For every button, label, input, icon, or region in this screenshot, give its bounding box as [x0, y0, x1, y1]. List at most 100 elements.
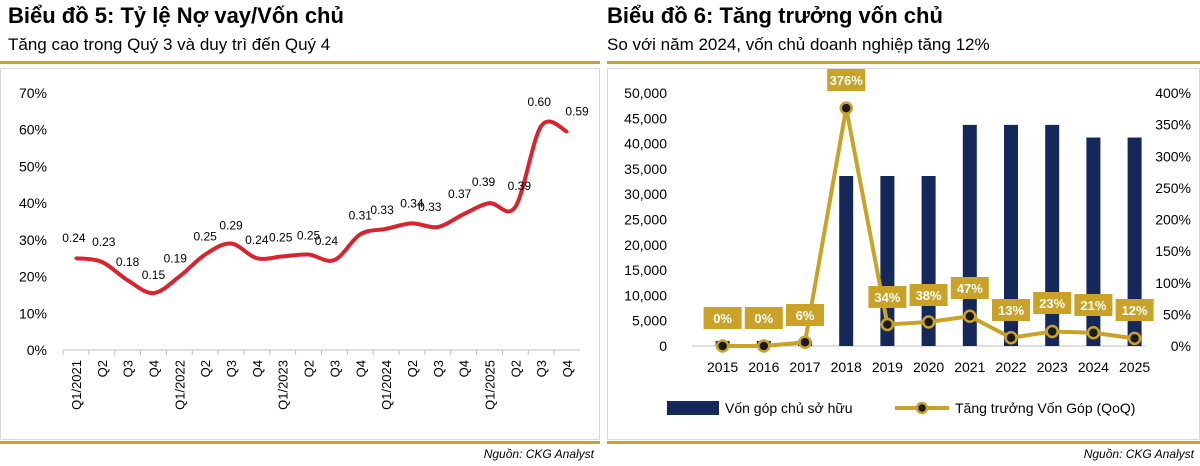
y-right-tick-label: 400%	[1155, 85, 1191, 101]
source-note: Nguồn: CKG Analyst	[483, 447, 594, 461]
x-tick-label: 2020	[913, 359, 944, 375]
data-point	[436, 225, 440, 229]
data-point	[410, 221, 414, 225]
x-tick-label: 2025	[1119, 359, 1150, 375]
x-tick-label: Q3	[121, 360, 136, 377]
data-point	[255, 256, 259, 260]
x-tick-label: 2023	[1037, 359, 1068, 375]
data-point	[177, 275, 181, 279]
y-right-tick-label: 350%	[1155, 117, 1191, 133]
growth-label-box	[950, 277, 989, 299]
growth-label-box	[868, 286, 907, 308]
x-tick-label: Q4	[457, 360, 472, 377]
y-right-tick-label: 200%	[1155, 212, 1191, 228]
debt-equity-line-chart: 0% 10% 20% 30% 40% 50% 60% 70% Q1/2021 Q2 Q3 Q4 Q1/2…	[19, 85, 589, 410]
chart-subtitle: So với năm 2024, vốn chủ doanh nghiệp tă…	[607, 35, 990, 54]
growth-data-label: 376%	[830, 73, 864, 88]
y-right-tick-label: 250%	[1155, 180, 1191, 196]
data-label: 0.25	[269, 230, 293, 244]
x-tick-label: Q2	[302, 360, 317, 377]
growth-label-box	[1074, 294, 1113, 316]
data-label: 0.34	[400, 196, 424, 210]
growth-data-label: 0%	[754, 311, 773, 326]
data-point	[565, 130, 569, 134]
y-tick-label: 30%	[19, 232, 47, 248]
data-label: 0.25	[297, 229, 321, 243]
y-tick-label: 50%	[19, 158, 47, 174]
legend-swatch-marker	[915, 401, 929, 415]
y-left-tick-label: 10,000	[624, 287, 667, 303]
data-label: 0.29	[219, 219, 243, 233]
data-label: 0.24	[62, 231, 86, 245]
growth-point	[839, 101, 853, 115]
y-right-tick-label: 300%	[1155, 148, 1191, 164]
growth-point	[757, 339, 771, 353]
x-tick-label: 2019	[872, 359, 903, 375]
y-tick-label: 0%	[27, 342, 47, 358]
footer-divider	[607, 441, 1200, 444]
growth-label-box	[1115, 299, 1154, 321]
x-tick-label: Q1/2021	[69, 360, 84, 410]
y-right-tick-label: 50%	[1163, 306, 1191, 322]
data-point	[384, 227, 388, 231]
data-point	[229, 242, 233, 246]
growth-point	[963, 309, 977, 324]
data-point	[513, 205, 517, 209]
data-label: 0.24	[245, 233, 269, 247]
x-tick-label: Q1/2022	[172, 360, 187, 410]
y-right-tick-label: 100%	[1155, 275, 1191, 291]
x-tick-label: 2021	[954, 359, 985, 375]
title-divider	[0, 61, 600, 64]
x-tick-label: Q1/2023	[276, 360, 291, 410]
data-point	[126, 278, 130, 282]
chart-title: Biểu đồ 5: Tỷ lệ Nợ vay/Vốn chủ	[8, 3, 344, 28]
y-left-tick-label: 40,000	[624, 136, 667, 152]
data-label: 0.19	[164, 252, 188, 266]
x-tick-label: Q4	[250, 360, 265, 377]
data-label: 0.33	[370, 203, 394, 217]
x-tick-label: Q4	[353, 360, 368, 377]
y-tick-label: 70%	[19, 85, 47, 101]
growth-data-label: 6%	[796, 308, 815, 323]
data-point	[100, 260, 104, 264]
equity-bar	[1045, 124, 1060, 347]
data-label: 0.24	[315, 234, 339, 248]
growth-point	[798, 335, 812, 349]
x-tick-label: Q3	[534, 360, 549, 377]
x-tick-label: 2015	[707, 359, 738, 375]
data-label: 0.59	[565, 105, 589, 119]
y-left-tick-label: 45,000	[624, 110, 667, 126]
y-tick-label: 40%	[19, 195, 47, 211]
x-tick-label: Q2	[405, 360, 420, 377]
growth-label-box	[744, 307, 783, 329]
growth-point	[1004, 331, 1018, 345]
data-point	[488, 201, 491, 205]
legend-swatch-bars	[667, 401, 719, 415]
growth-point	[1127, 331, 1142, 346]
growth-data-label: 34%	[874, 290, 900, 305]
growth-point	[1045, 324, 1059, 339]
y-right-tick-label: 150%	[1155, 243, 1191, 259]
growth-point	[880, 317, 895, 332]
y-tick-label: 10%	[19, 305, 47, 321]
y-right-tick-label: 0%	[1171, 338, 1191, 354]
y-tick-label: 60%	[19, 122, 47, 138]
x-tick-label: Q2	[95, 360, 110, 377]
data-label: 0.60	[528, 95, 552, 109]
data-point	[332, 258, 336, 262]
data-label: 0.31	[349, 208, 373, 222]
growth-data-label: 47%	[957, 281, 983, 296]
growth-data-label: 21%	[1080, 298, 1106, 313]
equity-bar	[1086, 137, 1101, 346]
chart-panel-equity-growth: Biểu đồ 6: Tăng trưởng vốn chủ So với nă…	[607, 0, 1200, 466]
growth-data-label: 12%	[1122, 303, 1148, 318]
chart-title: Biểu đồ 6: Tăng trưởng vốn chủ	[607, 3, 943, 28]
y-left-tick-label: 15,000	[624, 262, 667, 278]
data-label: 0.15	[142, 268, 166, 282]
legend-label-bars: Vốn góp chủ sở hữu	[725, 400, 853, 416]
data-point	[307, 253, 311, 257]
x-tick-label: 2022	[995, 359, 1026, 375]
footer-divider	[0, 441, 600, 444]
x-tick-label: Q3	[327, 360, 342, 377]
x-tick-label: Q3	[431, 360, 446, 377]
